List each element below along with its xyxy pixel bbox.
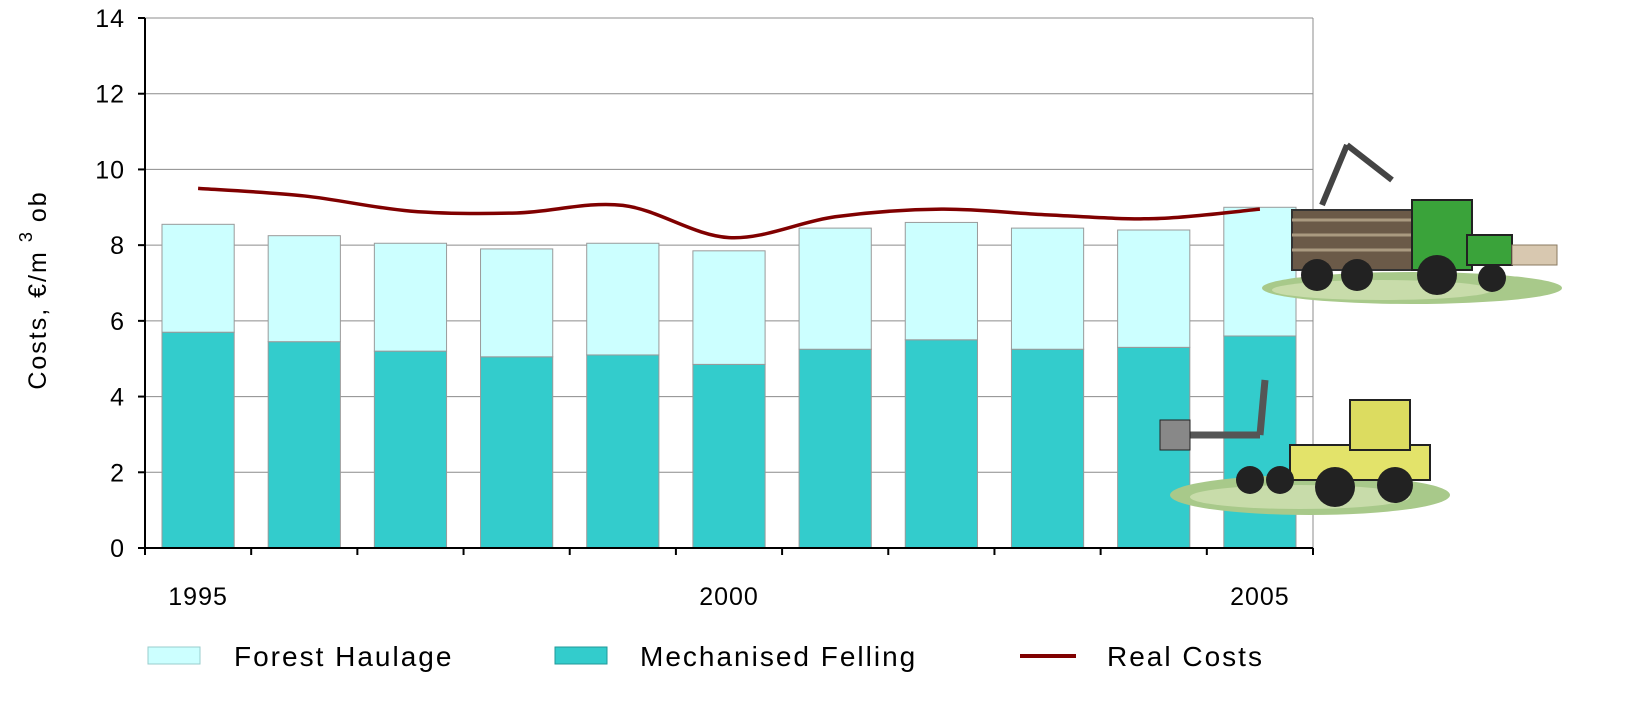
- bar-forest-haulage-2004: [1117, 229, 1191, 348]
- bar-mechanised-felling-2005: [1223, 335, 1297, 549]
- bar-forest-haulage-2005: [1223, 206, 1297, 337]
- legend: Forest Haulage Mechanised Felling Real C…: [147, 641, 1264, 672]
- bar-mechanised-felling-1999: [586, 354, 660, 549]
- bar-forest-haulage-1998: [480, 248, 554, 358]
- y-tick-label: 12: [95, 81, 125, 109]
- bar-forest-haulage-2003: [1010, 227, 1085, 350]
- y-tick-label: 14: [95, 5, 125, 33]
- y-tick-label: 0: [110, 535, 125, 563]
- bar-forest-haulage-1999: [586, 242, 660, 356]
- legend-label-mechanised-felling: Mechanised Felling: [640, 641, 917, 672]
- legend-item-mechanised-felling: Mechanised Felling: [554, 641, 917, 672]
- bar-forest-haulage-2000: [692, 250, 766, 365]
- legend-item-forest-haulage: Forest Haulage: [147, 641, 453, 672]
- harvester-machine-illustration: [1159, 379, 1450, 515]
- x-tick-label: 2000: [699, 583, 759, 611]
- y-tick-label: 6: [110, 308, 125, 336]
- bar-mechanised-felling-2002: [904, 339, 978, 549]
- real-costs-line-path: [197, 186, 1261, 240]
- bar-mechanised-felling-1996: [267, 341, 341, 549]
- y-tick-labels: 0 2 4 6 8 10 12 14: [95, 5, 125, 563]
- legend-swatch-forest-haulage: [147, 646, 201, 665]
- y-tick-label: 4: [110, 384, 125, 412]
- bar-forest-haulage-2001: [798, 227, 872, 350]
- bar-mechanised-felling-1997: [373, 350, 448, 549]
- bar-mechanised-felling-2003: [1010, 348, 1085, 549]
- legend-label-forest-haulage: Forest Haulage: [234, 641, 453, 672]
- legend-item-real-costs: Real Costs: [1020, 641, 1264, 672]
- y-tick-label: 10: [95, 156, 125, 184]
- bar-mechanised-felling-2000: [692, 363, 766, 549]
- bar-mechanised-felling-2001: [798, 348, 872, 549]
- bar-forest-haulage-1997: [373, 242, 448, 352]
- x-tick-label: 1995: [168, 583, 228, 611]
- legend-swatch-mechanised-felling: [554, 646, 608, 665]
- y-tick-label: 2: [110, 459, 125, 487]
- bar-mechanised-felling-1998: [480, 356, 554, 549]
- bar-mechanised-felling-1995: [161, 331, 235, 549]
- x-tick-label: 2005: [1230, 583, 1290, 611]
- real-costs-line: [197, 186, 1261, 240]
- bar-forest-haulage-2002: [904, 221, 978, 341]
- legend-label-real-costs: Real Costs: [1107, 641, 1264, 672]
- bar-forest-haulage-1995: [161, 223, 235, 333]
- x-tick-labels: 1995 2000 2005: [168, 583, 1290, 611]
- y-tick-label: 8: [110, 232, 125, 260]
- bars: [161, 206, 1297, 549]
- y-axis-title: Costs, €/m3ob: [16, 190, 52, 389]
- bar-forest-haulage-1996: [267, 235, 341, 343]
- forwarder-tractor-illustration: [1262, 142, 1562, 304]
